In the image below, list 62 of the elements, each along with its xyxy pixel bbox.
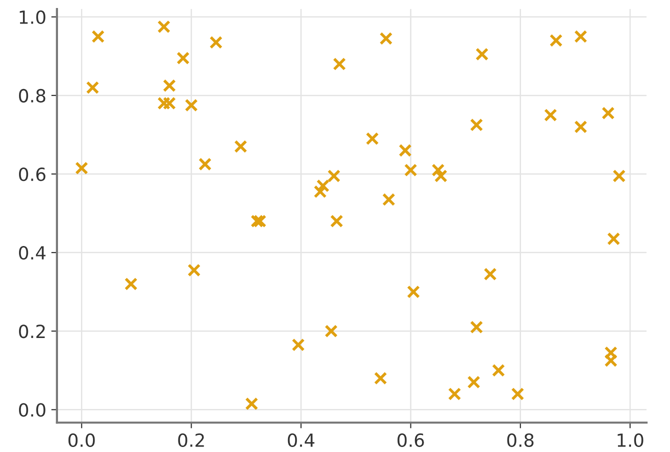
point [330,214,344,228]
point [314,185,327,198]
point [602,106,615,120]
point [448,387,462,400]
x-tick-label: 0.2 [178,433,204,448]
point [184,98,198,112]
x-tick-label: 0.4 [288,433,314,448]
point [511,387,524,400]
point [604,354,618,368]
point [544,108,558,122]
point [75,162,88,175]
point [484,268,497,281]
y-tick-label: 0.8 [19,88,46,103]
point [316,179,330,192]
point [327,169,340,183]
point [379,32,393,46]
point [332,57,346,71]
point [198,158,212,171]
point [434,169,448,183]
point [374,372,388,385]
y-tick-label: 0.2 [19,324,45,338]
point [234,140,248,154]
x-tick-label: 0.6 [398,433,424,448]
point [612,169,626,183]
point [124,277,138,291]
point [292,338,305,352]
point [250,214,264,228]
point [604,346,618,360]
x-tick-label: 1.0 [618,433,644,448]
point [366,132,379,146]
point [157,96,170,110]
y-tick-label: 0.6 [19,167,46,182]
point [209,36,223,49]
y-tick-label: 0.4 [19,246,46,260]
point [157,20,170,34]
point [176,52,190,65]
point [404,164,418,177]
y-tick-label: 1.0 [20,10,46,24]
y-tick-label: 0.0 [19,403,46,417]
point [550,34,563,47]
point [467,376,480,389]
point [607,232,620,246]
x-tick-label: 0.0 [68,433,95,448]
point [86,81,100,94]
point [406,285,420,298]
point [253,214,266,228]
point [398,144,412,157]
point [492,364,506,377]
point [324,324,338,338]
point [92,30,105,44]
x-tick-label: 0.8 [507,433,534,448]
point [245,397,258,410]
point [574,120,588,134]
point [162,96,176,110]
point [382,192,396,206]
point [188,264,201,277]
point [475,48,489,61]
point [470,118,484,132]
point [470,320,484,334]
point [432,164,445,177]
point [574,30,588,44]
point [162,79,176,92]
